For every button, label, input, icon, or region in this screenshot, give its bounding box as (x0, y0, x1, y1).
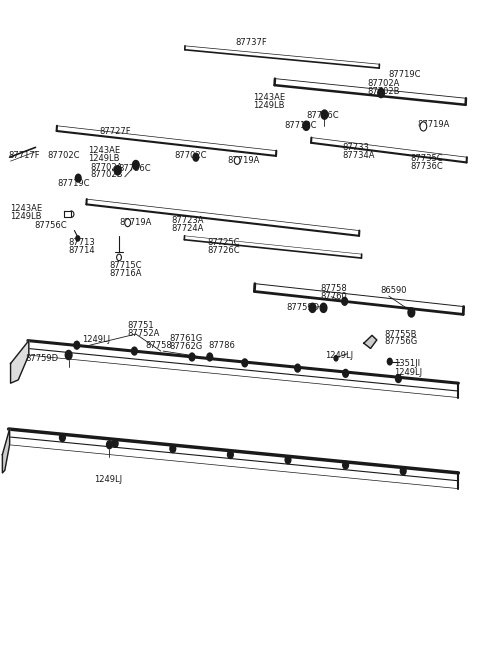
Circle shape (74, 341, 80, 349)
Text: 1243AE: 1243AE (88, 146, 120, 155)
Polygon shape (364, 335, 377, 348)
Text: 87758: 87758 (145, 341, 172, 350)
Circle shape (420, 122, 427, 131)
Text: 87719A: 87719A (418, 120, 450, 129)
Text: 87755B: 87755B (384, 329, 417, 339)
Circle shape (400, 467, 406, 475)
Text: 87756C: 87756C (35, 221, 67, 231)
Circle shape (114, 166, 121, 175)
Circle shape (125, 219, 131, 227)
Text: 87737F: 87737F (235, 38, 267, 47)
Circle shape (295, 364, 300, 372)
Circle shape (387, 358, 392, 365)
Text: 87734A: 87734A (342, 151, 375, 160)
Circle shape (117, 254, 121, 261)
Circle shape (65, 350, 72, 360)
Text: 87751: 87751 (127, 321, 154, 330)
Text: 87719A: 87719A (227, 156, 259, 165)
Text: 87723A: 87723A (171, 216, 204, 225)
Text: 1243AE: 1243AE (253, 93, 285, 102)
Circle shape (342, 297, 348, 305)
Circle shape (132, 160, 139, 170)
Text: 86590: 86590 (381, 286, 407, 295)
Polygon shape (2, 429, 10, 473)
Text: 87725C: 87725C (208, 238, 240, 247)
Circle shape (170, 445, 176, 453)
Circle shape (285, 456, 291, 464)
Circle shape (207, 353, 213, 361)
Text: 87702A: 87702A (367, 79, 399, 88)
Text: 87736C: 87736C (410, 162, 443, 171)
Text: 1249LB: 1249LB (88, 154, 120, 163)
Circle shape (132, 347, 137, 355)
Circle shape (378, 88, 384, 98)
Text: 1351JI: 1351JI (394, 359, 420, 368)
Text: 1249LB: 1249LB (11, 212, 42, 221)
Text: 87735C: 87735C (410, 154, 443, 163)
Text: 1249LJ: 1249LJ (325, 351, 354, 360)
Text: 87719C: 87719C (284, 121, 317, 130)
Circle shape (112, 440, 118, 447)
Circle shape (75, 174, 81, 182)
Polygon shape (11, 341, 29, 383)
Text: 87714: 87714 (69, 246, 95, 255)
Circle shape (76, 236, 80, 241)
Text: 87752A: 87752A (127, 329, 159, 338)
Circle shape (189, 353, 195, 361)
Text: 87726C: 87726C (208, 246, 240, 255)
Text: 87702A: 87702A (90, 162, 122, 172)
Text: 87756G: 87756G (384, 337, 417, 346)
Text: 87719A: 87719A (119, 218, 151, 227)
Text: 87762G: 87762G (169, 342, 202, 351)
Circle shape (303, 121, 310, 130)
Text: 87756C: 87756C (306, 111, 339, 120)
Circle shape (343, 369, 348, 377)
Text: 87713: 87713 (69, 238, 96, 247)
Circle shape (309, 303, 316, 312)
Text: 87727F: 87727F (100, 126, 132, 136)
Text: 87702B: 87702B (367, 86, 400, 96)
Text: 87759D: 87759D (25, 354, 58, 364)
Text: 1243AE: 1243AE (11, 204, 43, 213)
Circle shape (321, 110, 328, 119)
Circle shape (334, 356, 338, 361)
Text: 87719C: 87719C (58, 179, 90, 188)
Text: 87702C: 87702C (47, 151, 80, 160)
Text: 87786: 87786 (209, 341, 236, 350)
Circle shape (242, 359, 248, 367)
Text: 87756C: 87756C (118, 164, 151, 173)
Text: 87733: 87733 (342, 143, 369, 152)
Circle shape (234, 157, 240, 164)
Text: 87716A: 87716A (109, 269, 142, 278)
Text: 87759D: 87759D (286, 303, 319, 312)
Text: 1249LB: 1249LB (253, 101, 285, 110)
Text: 87724A: 87724A (171, 224, 203, 233)
Text: 87717F: 87717F (9, 151, 40, 160)
Text: 87760: 87760 (321, 292, 348, 301)
Circle shape (228, 451, 233, 458)
Text: 87702B: 87702B (90, 170, 123, 179)
Text: 87758: 87758 (321, 284, 348, 293)
Text: 87702C: 87702C (175, 151, 207, 160)
Circle shape (343, 461, 348, 469)
Text: 87715C: 87715C (109, 261, 142, 271)
Circle shape (320, 303, 327, 312)
Circle shape (193, 153, 199, 161)
Circle shape (396, 375, 401, 383)
Text: 1249LJ: 1249LJ (83, 335, 111, 344)
Text: 1249LJ: 1249LJ (94, 475, 122, 484)
Circle shape (107, 441, 112, 449)
Text: 1249LJ: 1249LJ (394, 367, 422, 377)
Text: 87719C: 87719C (389, 70, 421, 79)
Circle shape (60, 434, 65, 441)
Circle shape (408, 308, 415, 317)
Text: 87761G: 87761G (169, 334, 202, 343)
